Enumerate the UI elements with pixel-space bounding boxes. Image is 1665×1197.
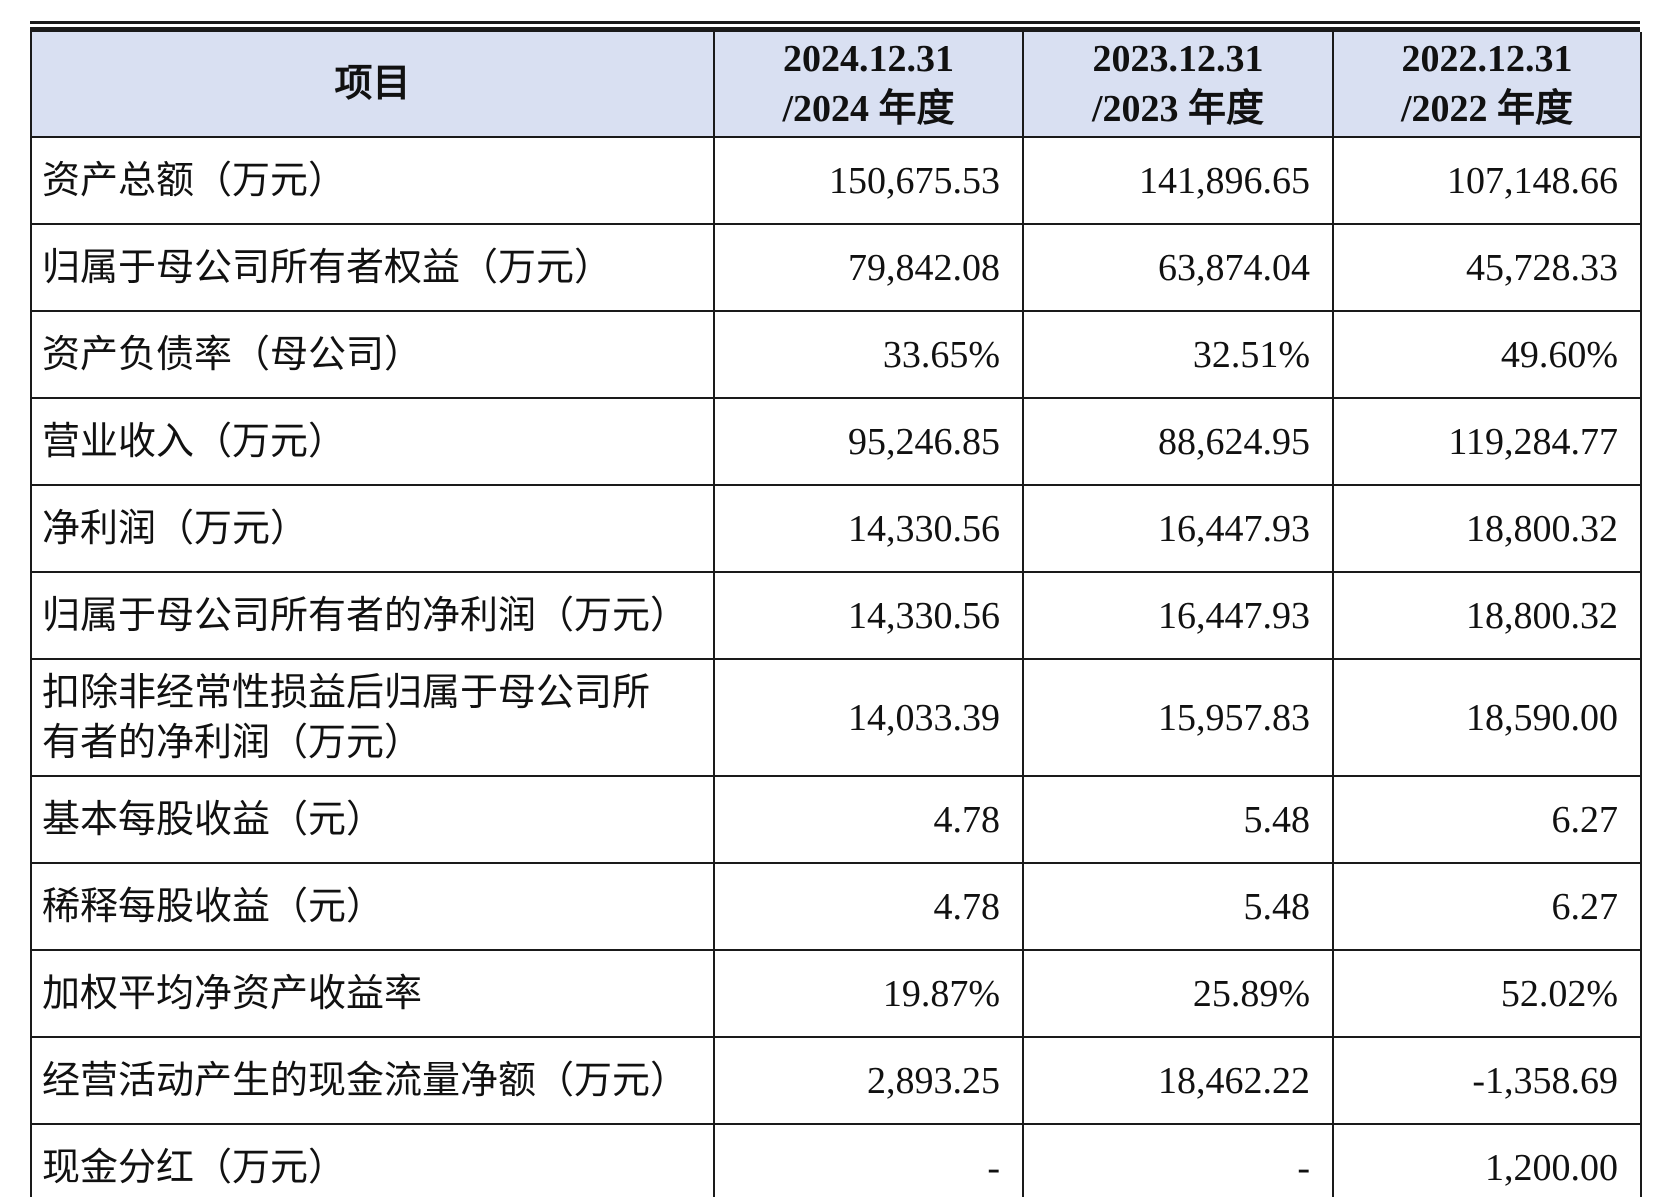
row-label: 扣除非经常性损益后归属于母公司所 有者的净利润（万元） [30,658,715,778]
row-label: 归属于母公司所有者的净利润（万元） [30,571,715,661]
row-label: 稀释每股收益（元） [30,862,715,952]
row-label: 基本每股收益（元） [30,775,715,865]
table-row: 资产总额（万元） 150,675.53 141,896.65 107,148.6… [30,136,1642,226]
cell-value: 25.89% [1022,949,1334,1039]
cell-value: 119,284.77 [1332,397,1642,487]
cell-value: 4.78 [713,775,1024,865]
cell-value: 32.51% [1022,310,1334,400]
cell-value: 6.27 [1332,862,1642,952]
row-label: 净利润（万元） [30,484,715,574]
cell-value: 6.27 [1332,775,1642,865]
top-thin-rule [30,21,1640,24]
cell-value: - [713,1123,1024,1197]
table-row: 经营活动产生的现金流量净额（万元） 2,893.25 18,462.22 -1,… [30,1036,1642,1126]
cell-value: 141,896.65 [1022,136,1334,226]
table-row: 归属于母公司所有者权益（万元） 79,842.08 63,874.04 45,7… [30,223,1642,313]
cell-value: 16,447.93 [1022,484,1334,574]
financial-summary-table: 项目 2024.12.31 /2024 年度 2023.12.31 /2023 … [30,32,1642,1197]
table-row: 归属于母公司所有者的净利润（万元） 14,330.56 16,447.93 18… [30,571,1642,661]
table-row: 扣除非经常性损益后归属于母公司所 有者的净利润（万元） 14,033.39 15… [30,658,1642,778]
cell-value: 16,447.93 [1022,571,1334,661]
header-row: 项目 2024.12.31 /2024 年度 2023.12.31 /2023 … [30,32,1642,139]
cell-value: 33.65% [713,310,1024,400]
cell-value: 5.48 [1022,862,1334,952]
cell-value: 14,033.39 [713,658,1024,778]
table-row: 净利润（万元） 14,330.56 16,447.93 18,800.32 [30,484,1642,574]
cell-value: 18,800.32 [1332,484,1642,574]
cell-value: 95,246.85 [713,397,1024,487]
cell-value: 1,200.00 [1332,1123,1642,1197]
row-label: 归属于母公司所有者权益（万元） [30,223,715,313]
header-period-2022: 2022.12.31 /2022 年度 [1332,32,1642,139]
table-row: 现金分红（万元） - - 1,200.00 [30,1123,1642,1197]
financial-summary-block: 项目 2024.12.31 /2024 年度 2023.12.31 /2023 … [30,21,1642,1197]
header-item-column: 项目 [30,32,715,139]
cell-value: 49.60% [1332,310,1642,400]
table-row: 资产负债率（母公司） 33.65% 32.51% 49.60% [30,310,1642,400]
cell-value: 5.48 [1022,775,1334,865]
cell-value: 18,800.32 [1332,571,1642,661]
row-label: 资产负债率（母公司） [30,310,715,400]
cell-value: 18,590.00 [1332,658,1642,778]
cell-value: 4.78 [713,862,1024,952]
row-label: 现金分红（万元） [30,1123,715,1197]
top-thick-rule [30,27,1640,32]
cell-value: 19.87% [713,949,1024,1039]
row-label: 经营活动产生的现金流量净额（万元） [30,1036,715,1126]
top-rule-gap [30,24,1640,27]
cell-value: 79,842.08 [713,223,1024,313]
cell-value: 14,330.56 [713,571,1024,661]
header-period-2024: 2024.12.31 /2024 年度 [713,32,1024,139]
row-label: 资产总额（万元） [30,136,715,226]
header-period-2023: 2023.12.31 /2023 年度 [1022,32,1334,139]
cell-value: 2,893.25 [713,1036,1024,1126]
cell-value: -1,358.69 [1332,1036,1642,1126]
row-label: 营业收入（万元） [30,397,715,487]
cell-value: 14,330.56 [713,484,1024,574]
cell-value: 45,728.33 [1332,223,1642,313]
table-row: 加权平均净资产收益率 19.87% 25.89% 52.02% [30,949,1642,1039]
row-label: 加权平均净资产收益率 [30,949,715,1039]
table-row: 基本每股收益（元） 4.78 5.48 6.27 [30,775,1642,865]
table-body: 资产总额（万元） 150,675.53 141,896.65 107,148.6… [30,136,1642,1197]
table-row: 稀释每股收益（元） 4.78 5.48 6.27 [30,862,1642,952]
cell-value: 107,148.66 [1332,136,1642,226]
cell-value: 150,675.53 [713,136,1024,226]
cell-value: 15,957.83 [1022,658,1334,778]
cell-value: 63,874.04 [1022,223,1334,313]
cell-value: - [1022,1123,1334,1197]
cell-value: 18,462.22 [1022,1036,1334,1126]
cell-value: 52.02% [1332,949,1642,1039]
table-row: 营业收入（万元） 95,246.85 88,624.95 119,284.77 [30,397,1642,487]
cell-value: 88,624.95 [1022,397,1334,487]
